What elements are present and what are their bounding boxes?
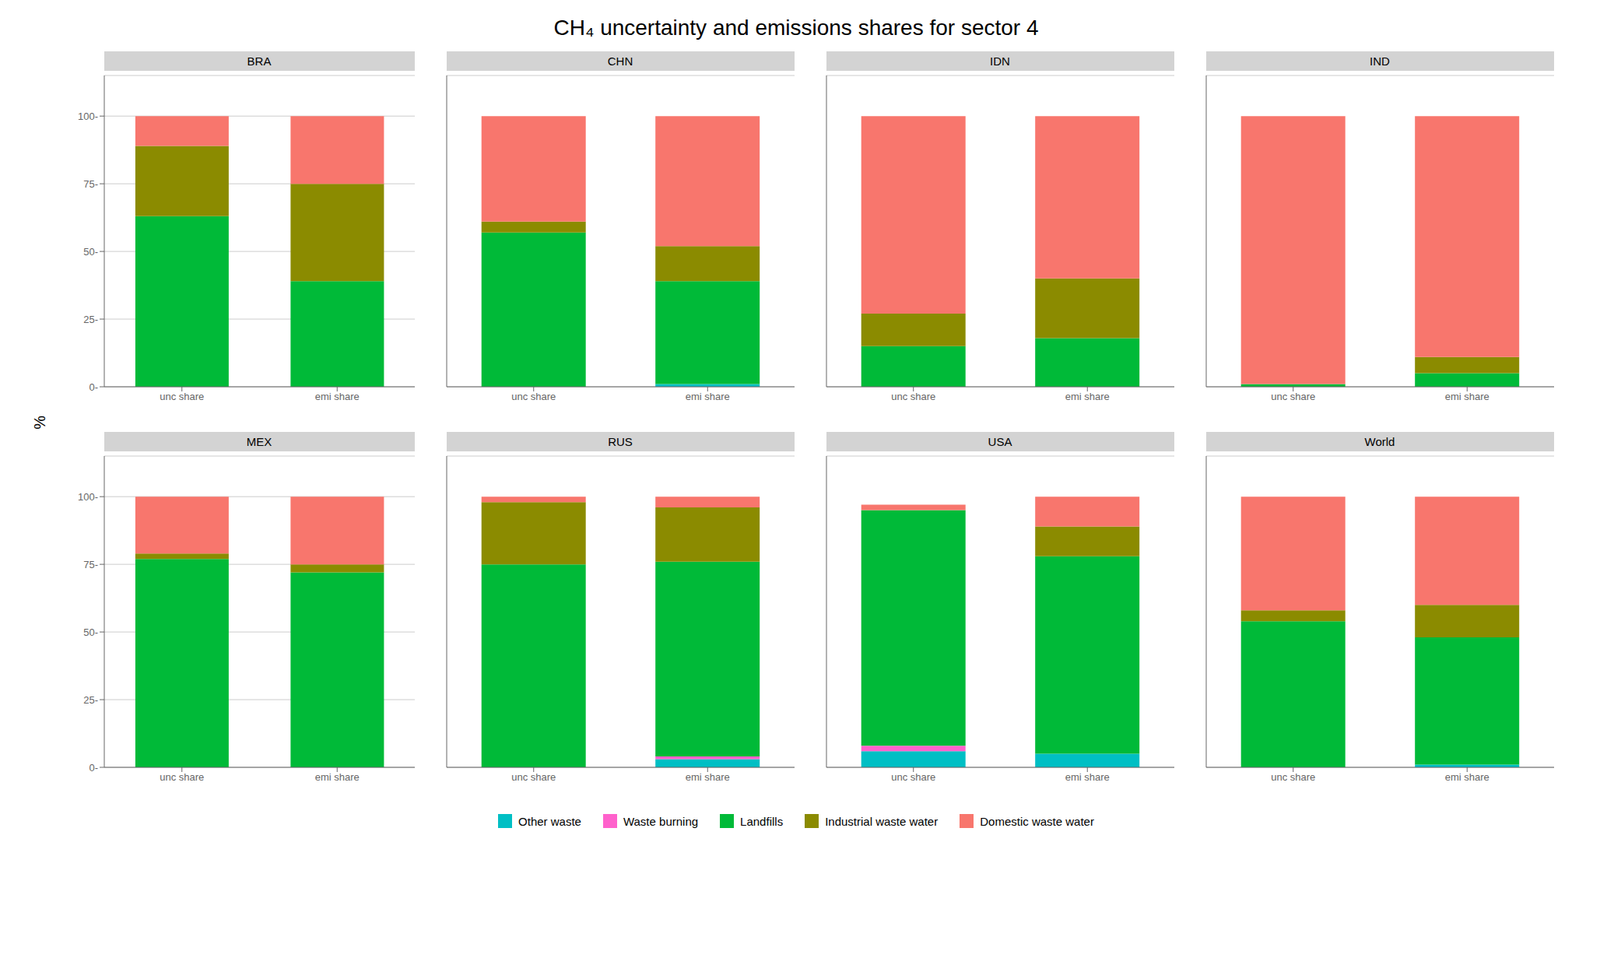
- html-text:Waste burning: Waste burning: [623, 814, 699, 828]
- svg-text:unc share: unc share: [511, 771, 556, 783]
- svg-text:100-: 100-: [77, 491, 98, 503]
- svg-text:unc share: unc share: [891, 771, 936, 783]
- html-text:CH₄ uncertainty and emissions: CH₄ uncertainty and emissions shares for…: [553, 15, 1039, 40]
- html-text:IND: IND: [1369, 54, 1390, 68]
- html-text:IDN: IDN: [989, 54, 1011, 68]
- svg-text:emi share: emi share: [684, 390, 730, 403]
- svg-text:unc share: unc share: [511, 390, 556, 403]
- svg-text:100-: 100-: [77, 110, 98, 123]
- html-text:Landfills: Landfills: [740, 814, 783, 828]
- svg-text:emi share: emi share: [314, 390, 359, 403]
- html-text:World: World: [1364, 435, 1395, 449]
- svg-text:unc share: unc share: [159, 771, 204, 783]
- svg-text:emi share: emi share: [1064, 390, 1109, 403]
- svg-text:75-: 75-: [83, 558, 99, 571]
- svg-text:75-: 75-: [83, 178, 99, 190]
- html-text:Domestic waste water: Domestic waste water: [979, 814, 1095, 828]
- svg-text:emi share: emi share: [1444, 390, 1489, 403]
- html-text:MEX: MEX: [246, 435, 272, 449]
- svg-text:unc share: unc share: [159, 390, 204, 403]
- svg-text:50-: 50-: [83, 245, 99, 258]
- html-text:USA: USA: [988, 435, 1012, 449]
- html-text:Other waste: Other waste: [518, 814, 582, 828]
- svg-text:emi share: emi share: [1064, 771, 1109, 783]
- svg-text:25-: 25-: [83, 694, 99, 706]
- svg-text:emi share: emi share: [684, 771, 730, 783]
- svg-text:unc share: unc share: [1270, 771, 1316, 783]
- html-text:CHN: CHN: [607, 54, 633, 68]
- svg-text:0-: 0-: [88, 761, 99, 774]
- html-text:BRA: BRA: [247, 54, 272, 68]
- svg-text:emi share: emi share: [1444, 771, 1489, 783]
- svg-text:25-: 25-: [83, 313, 99, 326]
- html-text:RUS: RUS: [607, 435, 633, 449]
- svg-text:emi share: emi share: [314, 771, 359, 783]
- svg-text:50-: 50-: [83, 626, 99, 639]
- svg-text:unc share: unc share: [1270, 390, 1316, 403]
- svg-text:0-: 0-: [88, 381, 99, 393]
- html-text:Industrial waste water: Industrial waste water: [824, 814, 938, 828]
- svg-text:unc share: unc share: [891, 390, 936, 403]
